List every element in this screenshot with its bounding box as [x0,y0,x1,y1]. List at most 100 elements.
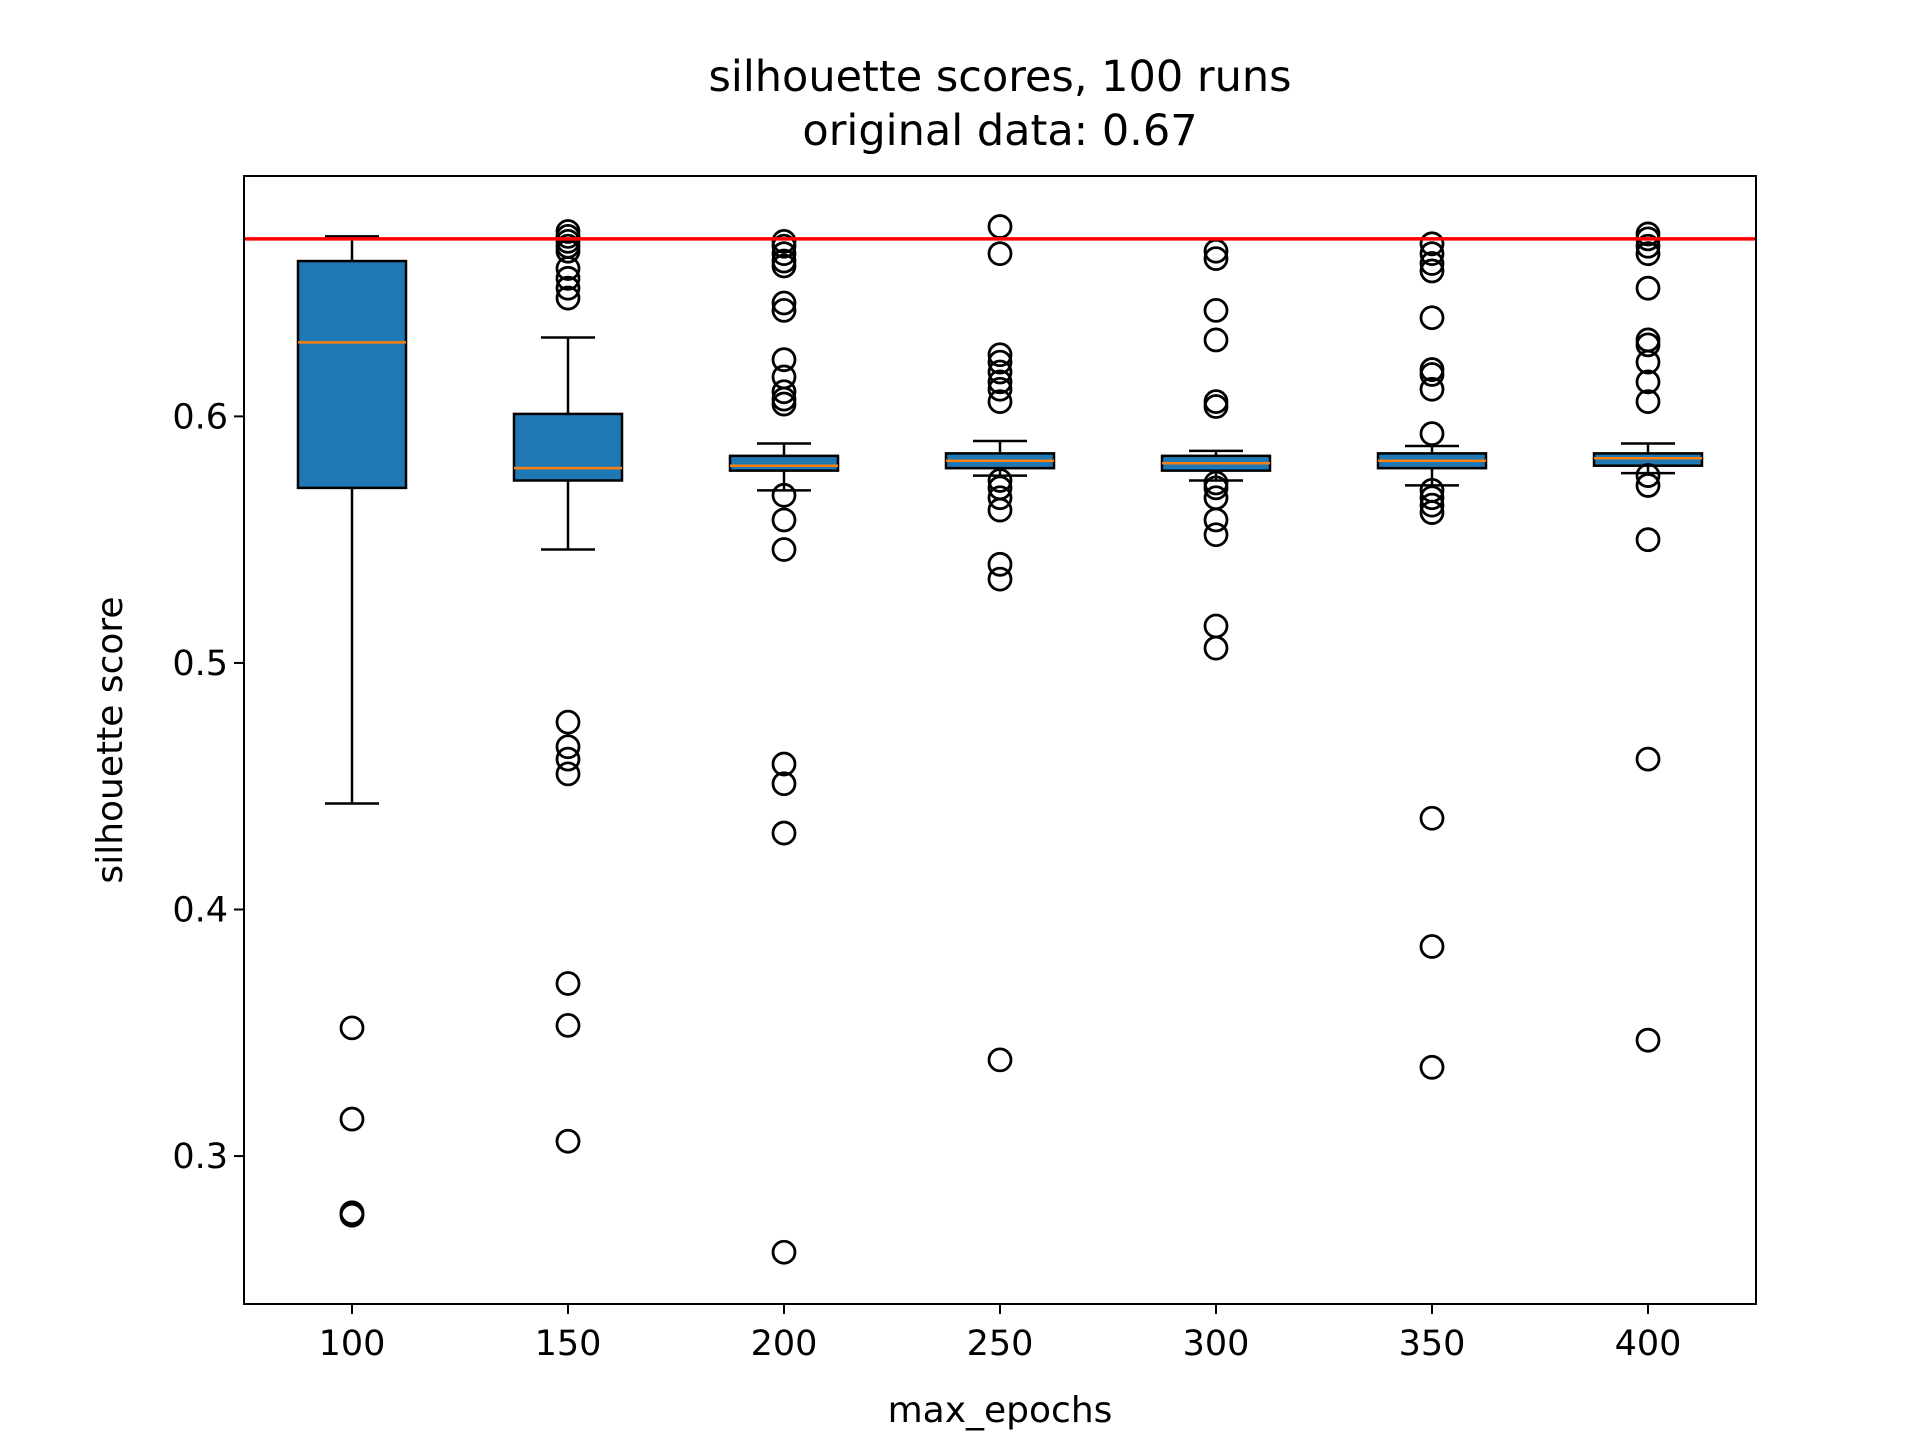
flier-point [1419,305,1445,331]
flier-point [987,349,1013,375]
x-tick-label: 150 [535,1324,602,1364]
flier-point [987,389,1013,415]
flier-point [1635,389,1661,415]
flier-point [1635,275,1661,301]
plot-area [244,214,1756,1265]
flier-point [555,265,581,291]
flier-point [1635,233,1661,259]
flier-point [555,734,581,760]
x-axis: 100 150 200 250 300 350 400 [319,1304,1682,1364]
y-tick-label: 0.6 [172,397,228,437]
flier-point [771,751,797,777]
flier-point [771,391,797,417]
flier-point [771,1239,797,1265]
x-tick-label: 200 [751,1324,818,1364]
x-axis-label: max_epochs [888,1390,1113,1431]
y-tick-label: 0.4 [172,891,228,931]
flier-point [987,468,1013,493]
flier-point [1203,297,1229,323]
flier-point [987,1047,1013,1073]
flier-point [555,746,581,772]
flier-point [987,342,1013,368]
flier-point [771,507,797,533]
flier-point [771,820,797,846]
flier-point [1635,332,1661,358]
flier-point [555,1128,581,1154]
flier-point [555,761,581,787]
flier-point [1635,241,1661,267]
flier-point [1203,507,1229,533]
flier-point [1419,492,1445,518]
flier-point [339,1106,365,1132]
chart-title: silhouette scores, 100 runs [708,52,1291,102]
box-group-350 [1376,231,1488,1080]
flier-point [987,551,1013,577]
box-group-200 [728,228,840,1265]
flier-point [1419,258,1445,284]
flier-point [1203,475,1229,501]
flier-point [1203,246,1229,271]
flier-point [987,376,1013,402]
flier-point [987,566,1013,592]
flier-point [1419,934,1445,959]
flier-point [771,253,797,279]
x-tick-label: 300 [1183,1324,1250,1364]
flier-point [771,379,797,405]
flier-point [771,771,797,797]
flier-point [555,971,581,996]
flier-point [1635,369,1661,395]
flier-point [1203,394,1229,419]
flier-point [1635,473,1661,498]
flier-point [555,1012,581,1038]
box-iqr [512,412,624,482]
flier-point [1419,231,1445,257]
flier-point [555,709,581,735]
flier-point [1635,1027,1661,1053]
flier-point [771,233,797,259]
flier-point [1203,522,1229,548]
flier-point [771,482,797,508]
flier-point [1419,376,1445,402]
flier-point [1203,327,1229,353]
y-axis: 0.3 0.4 0.5 0.6 [172,397,244,1177]
y-tick-label: 0.3 [172,1137,228,1177]
box-group-100 [296,235,408,1228]
x-tick-label: 400 [1615,1324,1682,1364]
box-iqr [296,259,408,490]
flier-point [339,1202,365,1228]
flier-point [987,359,1013,385]
flier-point [1419,362,1445,387]
flier-point [1635,463,1661,488]
chart-subtitle: original data: 0.67 [802,106,1197,156]
flier-point [1419,251,1445,276]
y-axis-label: silhouette score [90,596,131,883]
flier-point [771,537,797,562]
x-tick-label: 250 [967,1324,1034,1364]
box-group-150 [512,219,624,1154]
flier-point [771,297,797,323]
flier-point [555,275,581,301]
flier-point [1419,485,1445,511]
flier-point [1419,500,1445,525]
box-group-250 [944,214,1056,1073]
flier-point [771,241,797,267]
flier-point [1203,635,1229,661]
y-tick-label: 0.5 [172,644,228,684]
flier-point [555,285,581,311]
box-iqr [728,454,840,472]
flier-point [771,290,797,316]
flier-point [987,497,1013,523]
flier-point [1419,421,1445,447]
flier-point [1419,1054,1445,1080]
flier-point [1419,241,1445,267]
flier-point [987,241,1013,267]
flier-point [555,256,581,281]
flier-point [1635,527,1661,553]
flier-point [1635,746,1661,772]
flier-point [339,1015,365,1041]
x-tick-label: 100 [319,1324,386,1364]
flier-point [1419,805,1445,831]
